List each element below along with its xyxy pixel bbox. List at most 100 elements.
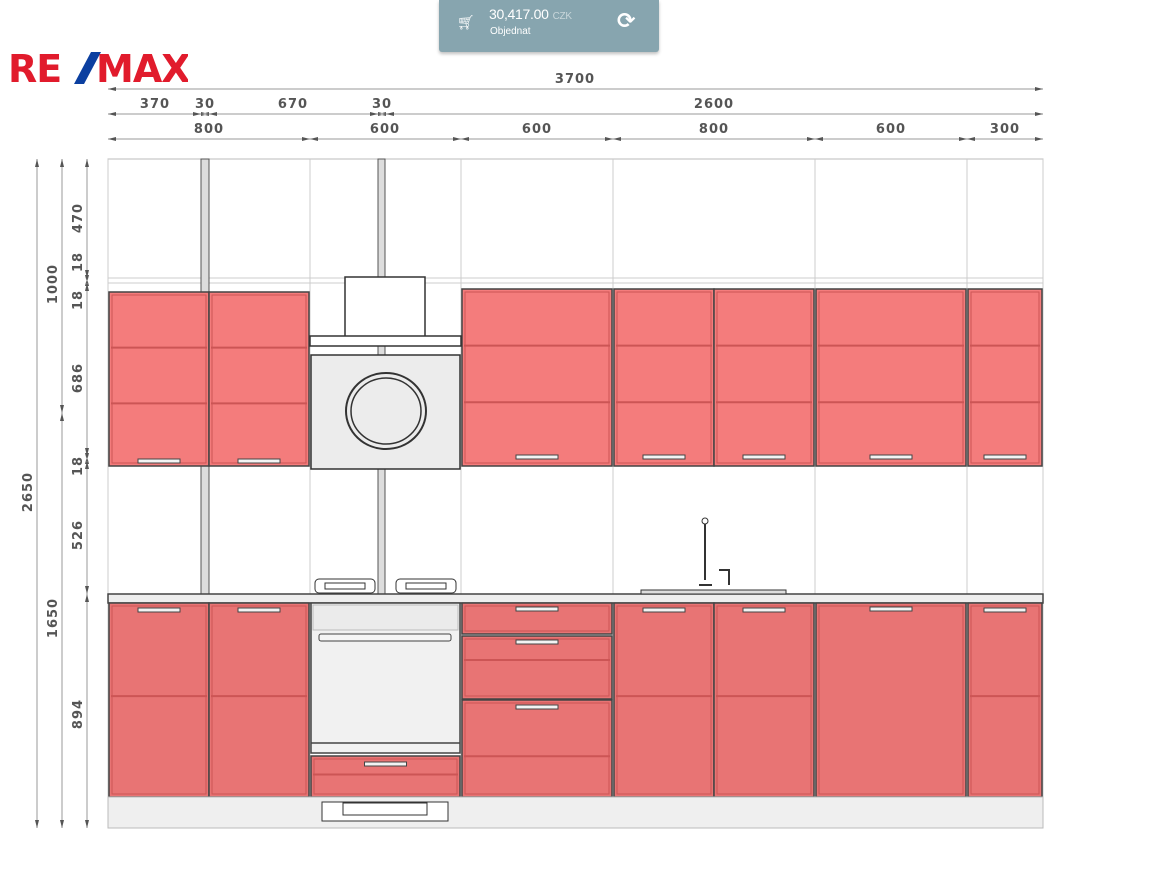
currency-label: CZK bbox=[552, 11, 572, 22]
handle bbox=[642, 607, 686, 613]
wall-cabinet-door bbox=[967, 288, 1043, 467]
refresh-icon[interactable]: ⟳ bbox=[617, 9, 636, 34]
cart-price: 30,417.00 CZK bbox=[489, 6, 572, 22]
door-inner bbox=[616, 291, 712, 464]
door-inner bbox=[111, 605, 207, 795]
oven-handle bbox=[318, 633, 452, 642]
handle bbox=[515, 639, 559, 645]
dim-label: 600 bbox=[876, 122, 906, 137]
extractor-hood bbox=[344, 276, 426, 338]
handle bbox=[742, 607, 786, 613]
faucet bbox=[699, 520, 730, 586]
dimension-lines bbox=[35, 87, 1043, 828]
dim-label: 18 bbox=[71, 252, 86, 272]
door-inner bbox=[464, 638, 610, 697]
base-cabinet-door bbox=[613, 602, 715, 798]
base-cabinet-door bbox=[108, 602, 210, 798]
plinth bbox=[107, 796, 1044, 829]
handle bbox=[515, 454, 559, 460]
dishwasher-door bbox=[815, 602, 967, 798]
dim-label: 18 bbox=[71, 290, 86, 310]
cabinets bbox=[107, 276, 1044, 829]
faucet-head bbox=[701, 517, 709, 525]
handle bbox=[742, 454, 786, 460]
dim-total-width: 3700 bbox=[555, 72, 595, 87]
dim-label: 30 bbox=[372, 97, 392, 112]
cart-summary-button[interactable]: 🛒︎ 30,417.00 CZK Objednat ⟳ bbox=[439, 0, 659, 52]
handle bbox=[869, 454, 913, 460]
dim-label: 30 bbox=[195, 97, 215, 112]
hob-burner bbox=[314, 578, 376, 594]
dim-label: 300 bbox=[990, 122, 1020, 137]
wall-cabinet-door bbox=[613, 288, 715, 467]
dim-label: 686 bbox=[71, 363, 86, 393]
dim-label: 470 bbox=[71, 203, 86, 233]
dim-label: 370 bbox=[140, 97, 170, 112]
handle bbox=[642, 454, 686, 460]
wall-cabinet-door bbox=[815, 288, 967, 467]
svg-text:RE: RE bbox=[8, 48, 61, 88]
wall-cabinet-door bbox=[208, 291, 310, 467]
wall-cabinet-door bbox=[461, 288, 613, 467]
dim-lower-height: 1650 bbox=[46, 598, 61, 638]
dim-label: 894 bbox=[71, 699, 86, 729]
sink bbox=[640, 589, 787, 595]
door-inner bbox=[464, 605, 610, 632]
dimension-arrow bbox=[967, 137, 1043, 141]
door-inner bbox=[211, 605, 307, 795]
dim-label: 600 bbox=[522, 122, 552, 137]
dimension-arrow bbox=[201, 112, 209, 116]
wall-cabinet-door bbox=[108, 291, 210, 467]
dim-label: 670 bbox=[278, 97, 308, 112]
dim-total-height: 2650 bbox=[21, 472, 36, 512]
base-cabinet-door bbox=[713, 602, 815, 798]
dimension-arrow bbox=[85, 275, 89, 286]
door-inner bbox=[616, 605, 712, 795]
drawer bbox=[461, 699, 613, 798]
base-cabinet-door bbox=[967, 602, 1043, 798]
drawer bbox=[461, 635, 613, 700]
handle bbox=[983, 454, 1027, 460]
handle bbox=[237, 458, 281, 464]
dim-upper-height: 1000 bbox=[46, 264, 61, 304]
plinth-vent-grille bbox=[342, 802, 428, 816]
dim-label: 800 bbox=[699, 122, 729, 137]
handle bbox=[137, 607, 181, 613]
handle bbox=[515, 704, 559, 710]
door-inner bbox=[970, 605, 1040, 795]
countertop bbox=[107, 593, 1044, 604]
dim-label: 18 bbox=[71, 456, 86, 476]
appliance-window bbox=[350, 377, 422, 445]
door-inner bbox=[464, 291, 610, 464]
door-inner bbox=[716, 605, 812, 795]
svg-text:MAX: MAX bbox=[96, 48, 188, 88]
plinth-vent bbox=[321, 801, 449, 822]
door-inner bbox=[313, 758, 458, 795]
dim-label: 2600 bbox=[694, 97, 734, 112]
order-label: Objednat bbox=[490, 26, 531, 37]
dimension-arrow bbox=[85, 453, 89, 464]
dimension-arrow bbox=[378, 112, 386, 116]
remax-logo: RE MAX bbox=[8, 47, 191, 92]
hob-grate bbox=[405, 582, 447, 590]
dim-label: 800 bbox=[194, 122, 224, 137]
door-inner bbox=[818, 291, 964, 464]
base-cabinet-door bbox=[208, 602, 310, 798]
extractor-hood-base bbox=[309, 335, 462, 347]
handle bbox=[137, 458, 181, 464]
hob-grate bbox=[324, 582, 366, 590]
hob-burner bbox=[395, 578, 457, 594]
handle bbox=[515, 606, 559, 612]
door-inner bbox=[716, 291, 812, 464]
handle bbox=[983, 607, 1027, 613]
handle bbox=[869, 606, 913, 612]
handle bbox=[237, 607, 281, 613]
door-inner bbox=[970, 291, 1040, 464]
shopping-cart-icon: 🛒︎ bbox=[457, 15, 475, 31]
wall-cabinet-door bbox=[713, 288, 815, 467]
dim-label: 600 bbox=[370, 122, 400, 137]
oven-panel bbox=[312, 604, 459, 631]
door-inner bbox=[818, 605, 964, 795]
handle bbox=[364, 761, 407, 767]
